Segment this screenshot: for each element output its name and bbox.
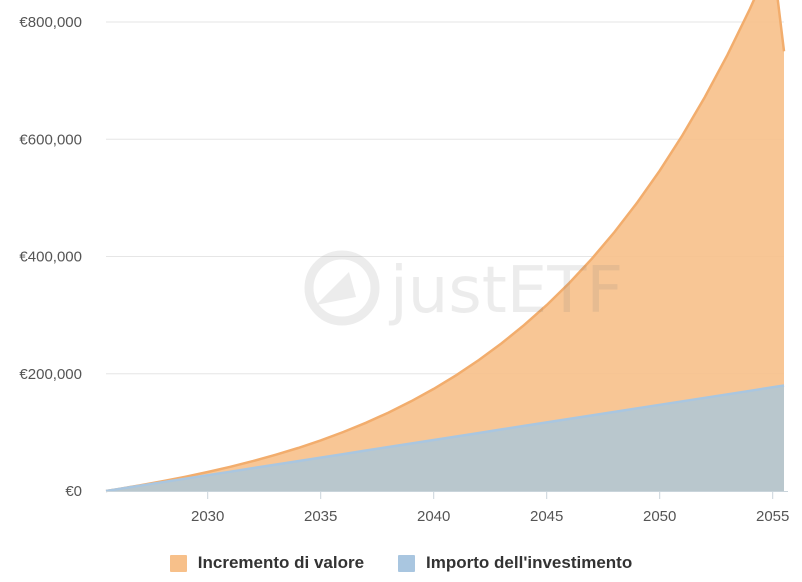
justetf-watermark: justETF xyxy=(304,250,623,328)
line-incremento-di-valore xyxy=(105,0,786,493)
y-tick-label: €0 xyxy=(65,483,82,500)
watermark-text: justETF xyxy=(388,254,623,328)
legend-swatch-investment-amount xyxy=(398,554,416,572)
legend-item-value-increase[interactable]: Incremento di valore xyxy=(169,553,365,573)
legend-item-investment-amount[interactable]: Importo dell'investimento xyxy=(398,553,632,573)
y-tick-label: €400,000 xyxy=(19,249,82,266)
x-tick-label: 2045 xyxy=(530,508,563,525)
y-tick-label: €600,000 xyxy=(19,131,82,148)
y-tick-label: €200,000 xyxy=(19,366,82,383)
legend-swatch-value-increase xyxy=(169,554,187,572)
area-series xyxy=(105,0,786,493)
x-tick-label: 2040 xyxy=(417,508,450,525)
x-tick-label: 2050 xyxy=(643,508,676,525)
x-tick-label: 2055 xyxy=(756,508,789,525)
axes: €0 €200,000 €400,000 €600,000 €800,000 2030 20… xyxy=(19,14,789,525)
area-incremento-di-valore xyxy=(106,0,784,491)
x-tick-label: 2030 xyxy=(191,508,224,525)
y-tick-label: €800,000 xyxy=(19,14,82,31)
line-importo-investimento xyxy=(105,384,785,493)
legend-label-investment-amount: Importo dell'investimento xyxy=(426,553,633,572)
x-tick-label: 2035 xyxy=(304,508,337,525)
legend-label-value-increase: Incremento di valore xyxy=(197,553,365,572)
legend: Incremento di valore Importo dell'invest… xyxy=(0,548,802,578)
